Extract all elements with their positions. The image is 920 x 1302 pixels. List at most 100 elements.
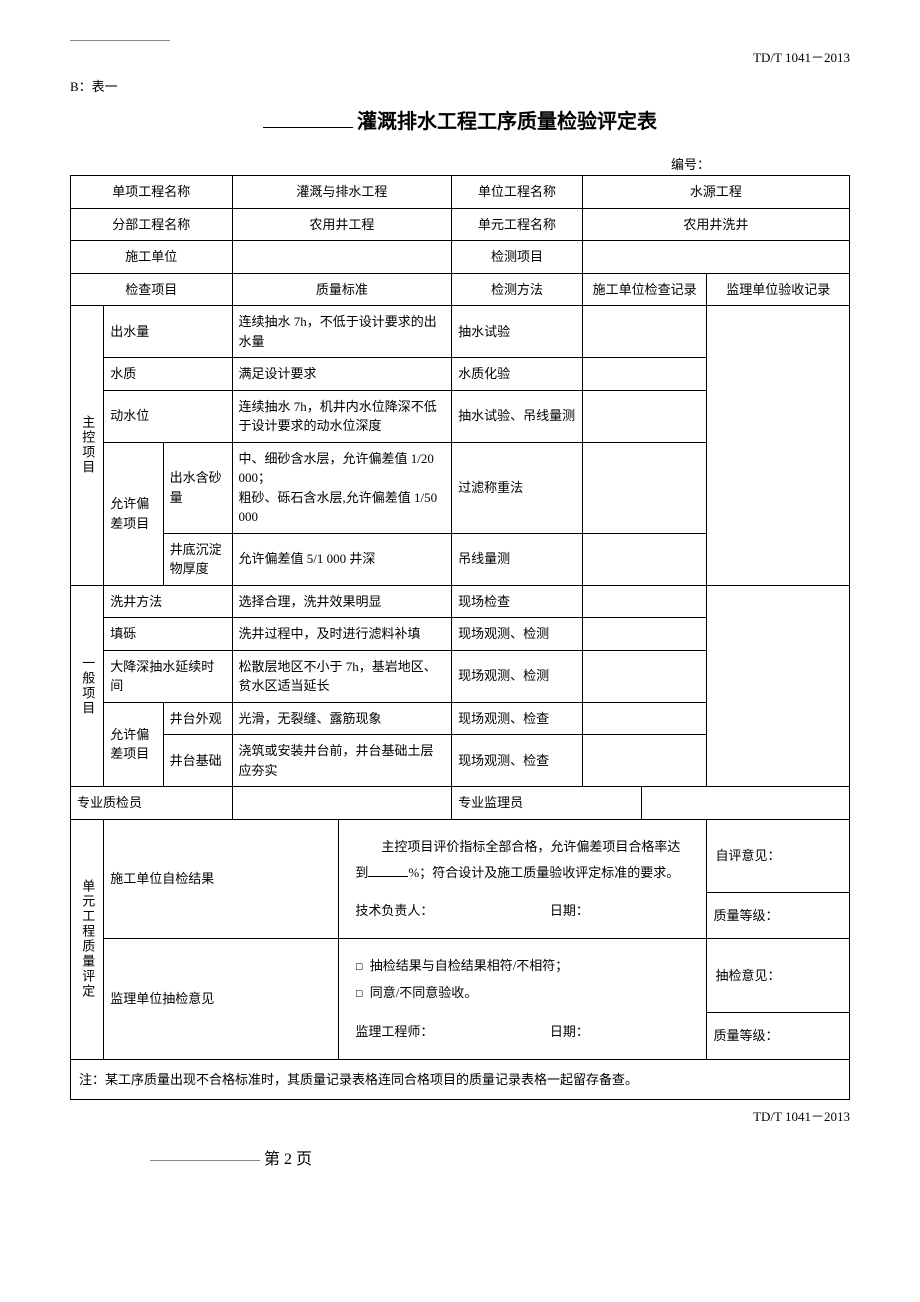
qc-left-label: 专业质检员 xyxy=(71,787,233,820)
record-cell xyxy=(582,618,707,651)
qc-right-label: 专业监理员 xyxy=(452,787,642,820)
eval-text: %；符合设计及施工质量验收评定标准的要求。 xyxy=(408,865,679,880)
hdr-cell: 施工单位检查记录 xyxy=(582,273,707,306)
eval-right: 抽检意见： xyxy=(707,938,850,1013)
method-cell: 现场观测、检测 xyxy=(452,618,583,651)
std-cell: 允许偏差值 5/1 000 井深 xyxy=(232,533,452,585)
std-cell: 松散层地区不小于 7h，基岩地区、贫水区适当延长 xyxy=(232,650,452,702)
item-cell: 水质 xyxy=(104,358,232,391)
group-cell: 主控项目 xyxy=(71,306,104,586)
hdr-cell: 农用井工程 xyxy=(232,208,452,241)
group-cell: 一般项目 xyxy=(71,585,104,787)
record-cell xyxy=(582,442,707,533)
tolerance-cell: 允许偏差项目 xyxy=(104,442,163,585)
record-cell xyxy=(582,533,707,585)
eval-content: 主控项目评价指标全部合格，允许偏差项目合格率达到%；符合设计及施工质量验收评定标… xyxy=(339,819,707,938)
hdr-cell: 单元工程名称 xyxy=(452,208,583,241)
record-cell xyxy=(582,650,707,702)
std-cell: 洗井过程中，及时进行滤料补填 xyxy=(232,618,452,651)
table-row: 专业质检员 专业监理员 xyxy=(71,787,850,820)
method-cell: 过滤称重法 xyxy=(452,442,583,533)
checkbox-icon: ☐ xyxy=(355,959,363,974)
eval-opt: 同意/不同意验收。 xyxy=(370,985,478,1000)
method-cell: 水质化验 xyxy=(452,358,583,391)
std-cell: 连续抽水 7h，不低于设计要求的出水量 xyxy=(232,306,452,358)
hdr-cell: 灌溉与排水工程 xyxy=(232,176,452,209)
item-cell: 井台外观 xyxy=(163,702,232,735)
eval-content: ☐ 抽检结果与自检结果相符/不相符； ☐ 同意/不同意验收。 监理工程师： 日期… xyxy=(339,938,707,1059)
method-cell: 抽水试验、吊线量测 xyxy=(452,390,583,442)
eval-label: 施工单位自检结果 xyxy=(104,819,339,938)
method-cell: 吊线量测 xyxy=(452,533,583,585)
method-cell: 现场观测、检测 xyxy=(452,650,583,702)
tolerance-cell: 允许偏差项目 xyxy=(104,702,163,787)
vtext: 主控项目 xyxy=(77,415,97,475)
qc-right-val xyxy=(642,787,850,820)
inspection-table: 单项工程名称 灌溉与排水工程 单位工程名称 水源工程 分部工程名称 农用井工程 … xyxy=(70,175,850,1100)
eval-date: 日期： xyxy=(550,1024,589,1039)
supervise-cell xyxy=(707,306,850,586)
item-cell: 出水含砂量 xyxy=(163,442,232,533)
eval-right: 质量等级： xyxy=(707,893,850,939)
hdr-cell: 检测方法 xyxy=(452,273,583,306)
hdr-cell: 单位工程名称 xyxy=(452,176,583,209)
hdr-cell xyxy=(232,241,452,274)
std-cell: 光滑，无裂缝、露筋现象 xyxy=(232,702,452,735)
qc-left-val xyxy=(232,787,452,820)
record-cell xyxy=(582,358,707,391)
vtext: 单元工程质量评定 xyxy=(77,879,97,999)
page-title: 灌溉排水工程工序质量检验评定表 xyxy=(70,105,850,134)
method-cell: 抽水试验 xyxy=(452,306,583,358)
hdr-cell: 水源工程 xyxy=(582,176,849,209)
hdr-cell: 检查项目 xyxy=(71,273,233,306)
note-cell: 注：某工序质量出现不合格标准时，其质量记录表格连同合格项目的质量记录表格一起留存… xyxy=(71,1059,850,1100)
record-cell xyxy=(582,702,707,735)
hdr-cell: 施工单位 xyxy=(71,241,233,274)
eval-sign: 监理工程师： xyxy=(355,1024,433,1039)
title-blank xyxy=(263,127,353,128)
item-cell: 出水量 xyxy=(104,306,232,358)
item-cell: 井底沉淀物厚度 xyxy=(163,533,232,585)
vtext: 一般项目 xyxy=(77,656,97,716)
hdr-cell: 检测项目 xyxy=(452,241,583,274)
hdr-cell: 分部工程名称 xyxy=(71,208,233,241)
hdr-cell: 农用井洗井 xyxy=(582,208,849,241)
page-text: 第 2 页 xyxy=(264,1151,312,1168)
method-cell: 现场检查 xyxy=(452,585,583,618)
page-number: 第 2 页 xyxy=(70,1145,850,1169)
method-cell: 现场观测、检查 xyxy=(452,735,583,787)
table-row: 单元工程质量评定 施工单位自检结果 主控项目评价指标全部合格，允许偏差项目合格率… xyxy=(71,819,850,893)
eval-group-cell: 单元工程质量评定 xyxy=(71,819,104,1059)
record-cell xyxy=(582,306,707,358)
eval-opt: 抽检结果与自检结果相符/不相符； xyxy=(370,958,569,973)
table-row: 一般项目 洗井方法 选择合理，洗井效果明显 现场检查 xyxy=(71,585,850,618)
table-row: 检查项目 质量标准 检测方法 施工单位检查记录 监理单位验收记录 xyxy=(71,273,850,306)
record-cell xyxy=(582,390,707,442)
record-cell xyxy=(582,585,707,618)
hdr-cell xyxy=(582,241,849,274)
eval-label: 监理单位抽检意见 xyxy=(104,938,339,1059)
std-cell: 选择合理，洗井效果明显 xyxy=(232,585,452,618)
item-cell: 大降深抽水延续时间 xyxy=(104,650,232,702)
hdr-cell: 单项工程名称 xyxy=(71,176,233,209)
record-cell xyxy=(582,735,707,787)
table-row: 主控项目 出水量 连续抽水 7h，不低于设计要求的出水量 抽水试验 xyxy=(71,306,850,358)
serial-label: 编号： xyxy=(70,154,850,173)
item-cell: 井台基础 xyxy=(163,735,232,787)
std-cell: 中、细砂含水层，允许偏差值 1/20 000； 粗砂、砾石含水层,允许偏差值 1… xyxy=(232,442,452,533)
table-row: 单项工程名称 灌溉与排水工程 单位工程名称 水源工程 xyxy=(71,176,850,209)
std-cell: 连续抽水 7h，机井内水位降深不低于设计要求的动水位深度 xyxy=(232,390,452,442)
item-cell: 洗井方法 xyxy=(104,585,232,618)
std-cell: 满足设计要求 xyxy=(232,358,452,391)
hdr-cell: 监理单位验收记录 xyxy=(707,273,850,306)
table-row: 监理单位抽检意见 ☐ 抽检结果与自检结果相符/不相符； ☐ 同意/不同意验收。 … xyxy=(71,938,850,1013)
item-cell: 填砾 xyxy=(104,618,232,651)
eval-right: 自评意见： xyxy=(707,819,850,893)
table-label: B：表一 xyxy=(70,76,850,95)
blank-line xyxy=(368,876,408,877)
doc-code-top: TD/T 1041－2013 xyxy=(70,47,850,66)
std-cell: 浇筑或安装井台前，井台基础土层应夯实 xyxy=(232,735,452,787)
method-cell: 现场观测、检查 xyxy=(452,702,583,735)
supervise-cell xyxy=(707,585,850,787)
doc-code-bottom: TD/T 1041－2013 xyxy=(70,1106,850,1125)
